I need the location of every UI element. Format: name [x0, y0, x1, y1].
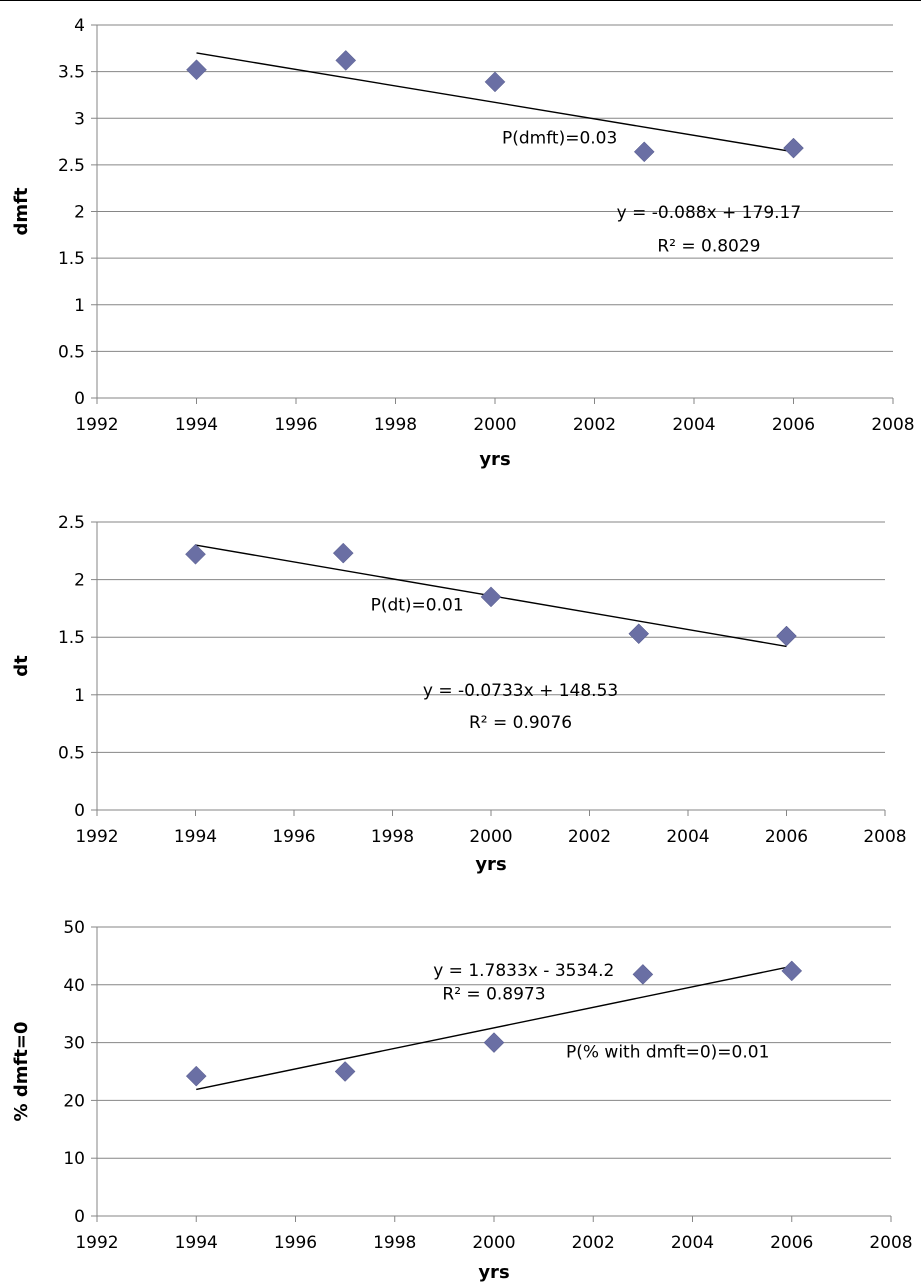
chart-0-y-tick-label-7: 3.5 — [58, 63, 85, 83]
chart-1-point-0 — [185, 543, 206, 565]
chart-0-x-tick-label-0: 1992 — [75, 415, 118, 435]
chart-0-x-tick-label-6: 2004 — [672, 415, 715, 435]
chart-2-y-tick-label-3: 30 — [63, 1034, 85, 1054]
chart-2-point-1 — [334, 1061, 356, 1082]
chart-1-point-2 — [480, 586, 502, 608]
chart-0-x-tick-label-7: 2006 — [772, 415, 815, 435]
chart-2-x-tick-label-7: 2006 — [770, 1233, 813, 1253]
chart-1-x-tick-label-3: 1998 — [371, 827, 414, 847]
chart-2-point-4 — [781, 960, 803, 982]
chart-0-y-tick-label-1: 0.5 — [58, 342, 85, 362]
chart-2-point-2 — [483, 1032, 505, 1053]
chart-0-annotation-2: R² = 0.8029 — [657, 237, 760, 257]
chart-2-y-tick-label-1: 10 — [63, 1149, 85, 1169]
chart-2-x-tick-label-3: 1998 — [373, 1233, 416, 1253]
chart-1-x-tick-label-1: 1994 — [174, 827, 217, 847]
chart-1-x-axis-title: yrs — [475, 854, 506, 875]
chart-1-y-tick-label-1: 0.5 — [58, 743, 85, 763]
chart-0-x-tick-label-2: 1996 — [274, 415, 317, 435]
chart-0-y-tick-label-0: 0 — [74, 389, 85, 409]
chart-0-y-tick-label-3: 1.5 — [58, 249, 85, 269]
chart-1-x-tick-label-0: 1992 — [75, 827, 118, 847]
chart-2-y-tick-label-0: 0 — [74, 1207, 85, 1227]
chart-0-y-tick-label-2: 1 — [74, 296, 85, 316]
chart-1-annotation-1: y = -0.0733x + 148.53 — [423, 681, 618, 701]
chart-2-x-axis-title: yrs — [478, 1262, 509, 1283]
chart-1-y-axis-title: dt — [11, 655, 32, 677]
chart-2-x-tick-label-5: 2002 — [572, 1233, 615, 1253]
chart-1-x-tick-label-6: 2004 — [666, 827, 709, 847]
chart-1-y-tick-label-5: 2.5 — [58, 513, 85, 533]
chart-1-point-3 — [628, 623, 650, 645]
chart-0-annotation-1: y = -0.088x + 179.17 — [617, 203, 802, 223]
chart-1-y-tick-label-3: 1.5 — [58, 628, 85, 648]
chart-0-x-tick-label-8: 2008 — [871, 415, 914, 435]
chart-0-x-tick-label-1: 1994 — [175, 415, 218, 435]
chart-1-point-4 — [776, 625, 797, 647]
chart-0-point-1 — [335, 50, 357, 71]
chart-2-y-tick-label-4: 40 — [63, 976, 85, 996]
chart-0-point-0 — [186, 59, 207, 81]
chart-0-x-tick-label-5: 2002 — [573, 415, 616, 435]
chart-2-point-3 — [632, 964, 654, 985]
top-border — [0, 0, 921, 1]
chart-1-x-tick-label-5: 2002 — [568, 827, 611, 847]
chart-2-x-tick-label-1: 1994 — [175, 1233, 218, 1253]
dmft-chart: 0 0.5 1 1.5 2 2.5 3 3.5 4 1992 1994 1996 1998 2000 200… — [11, 16, 915, 470]
chart-1-y-tick-label-2: 1 — [74, 686, 85, 706]
chart-2-annotation-1: R² = 0.8973 — [442, 984, 545, 1004]
chart-0-point-4 — [783, 137, 804, 159]
chart-0-y-tick-label-4: 2 — [74, 203, 85, 223]
chart-1-x-tick-label-8: 2008 — [863, 827, 906, 847]
chart-1-annotation-0: P(dt)=0.01 — [371, 596, 464, 616]
chart-1-annotation-2: R² = 0.9076 — [469, 713, 572, 733]
chart-0-y-axis-title: dmft — [11, 187, 32, 235]
chart-2-x-tick-label-2: 1996 — [274, 1233, 317, 1253]
chart-2-y-tick-label-5: 50 — [63, 918, 85, 938]
chart-2-x-tick-label-6: 2004 — [671, 1233, 714, 1253]
chart-2-annotation-0: y = 1.7833x - 3534.2 — [433, 961, 614, 981]
chart-1-x-tick-label-2: 1996 — [272, 827, 315, 847]
chart-2-y-tick-label-2: 20 — [63, 1091, 85, 1111]
chart-1-x-tick-label-7: 2006 — [765, 827, 808, 847]
chart-2-point-0 — [185, 1065, 207, 1087]
dt-chart: 0 0.5 1 1.5 2 2.5 1992 1994 1996 1998 2000 2002 2004… — [11, 513, 907, 875]
chart-2-y-axis-title: % dmft=0 — [11, 1022, 32, 1122]
chart-0-y-tick-label-6: 3 — [74, 109, 85, 129]
chart-2-x-tick-label-0: 1992 — [75, 1233, 118, 1253]
chart-1-y-tick-label-0: 0 — [74, 801, 85, 821]
chart-2-x-tick-label-8: 2008 — [869, 1233, 912, 1253]
chart-1-x-tick-label-4: 2000 — [469, 827, 512, 847]
chart-0-trendline — [196, 52, 794, 153]
chart-0-annotation-0: P(dmft)=0.03 — [502, 128, 617, 148]
chart-0-point-3 — [633, 141, 655, 163]
chart-0-x-axis-title: yrs — [479, 449, 510, 470]
chart-0-x-tick-label-3: 1998 — [374, 415, 417, 435]
chart-2-x-tick-label-4: 2000 — [472, 1233, 515, 1253]
chart-0-x-tick-label-4: 2000 — [473, 415, 516, 435]
chart-0-y-tick-label-8: 4 — [74, 16, 85, 36]
chart-1-point-1 — [332, 542, 354, 564]
chart-2-annotation-2: P(% with dmft=0)=0.01 — [566, 1043, 769, 1063]
chart-0-point-2 — [484, 71, 506, 93]
pct-dmft0-chart: 0 10 20 30 40 50 1992 1994 1996 1998 2000 2002 2004 2… — [11, 918, 913, 1283]
chart-0-y-tick-label-5: 2.5 — [58, 156, 85, 176]
chart-1-y-tick-label-4: 2 — [74, 571, 85, 591]
chart-2-trendline — [196, 965, 792, 1091]
